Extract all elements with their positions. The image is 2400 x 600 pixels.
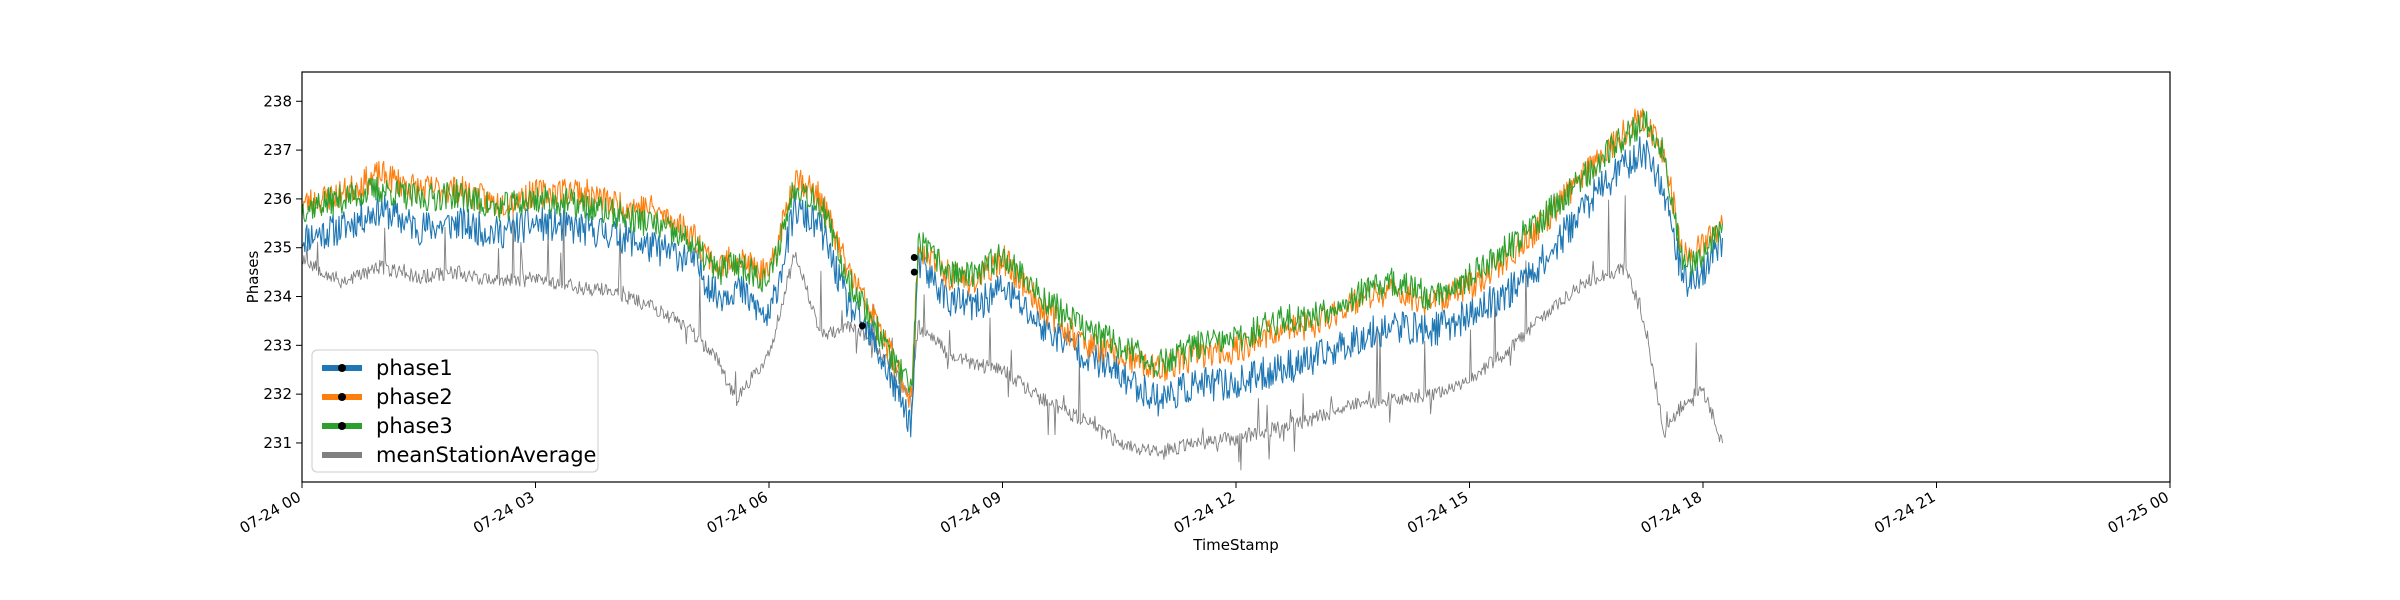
legend-marker xyxy=(338,364,346,372)
y-tick-label: 231 xyxy=(263,434,292,452)
x-axis-label: TimeStamp xyxy=(1192,536,1278,554)
x-tick-label: 07-24 03 xyxy=(470,488,537,537)
series-phase1-line xyxy=(301,136,1724,438)
y-axis: 231 232 233 234 235 236 237 238 xyxy=(263,92,302,452)
legend-marker xyxy=(338,393,346,401)
legend-label: phase3 xyxy=(376,414,453,438)
legend-marker xyxy=(338,422,346,430)
y-tick-label: 236 xyxy=(263,190,292,208)
y-tick-label: 238 xyxy=(263,92,292,110)
data-marker xyxy=(910,253,918,261)
legend-item: phase1 xyxy=(322,356,453,380)
x-tick-label: 07-24 18 xyxy=(1638,488,1705,537)
legend-box xyxy=(311,349,599,473)
legend-label: meanStationAverage xyxy=(376,443,596,467)
legend-item: phase2 xyxy=(322,385,453,409)
y-tick-label: 233 xyxy=(263,336,292,354)
legend-item: phase3 xyxy=(322,414,453,438)
y-tick-label: 237 xyxy=(263,141,292,159)
legend-label: phase1 xyxy=(376,356,453,380)
data-marker xyxy=(858,322,866,330)
legend: phase1 phase2 phase3 meanStationAverage xyxy=(311,349,599,473)
series-phase3-line xyxy=(301,110,1724,393)
y-tick-label: 234 xyxy=(263,288,292,306)
legend-item: meanStationAverage xyxy=(322,443,596,467)
x-tick-label: 07-24 15 xyxy=(1404,488,1471,537)
x-tick-label: 07-24 12 xyxy=(1171,488,1238,537)
legend-label: phase2 xyxy=(376,385,453,409)
plot-area xyxy=(301,108,1724,471)
x-tick-label: 07-25 00 xyxy=(2105,488,2172,537)
x-tick-label: 07-24 09 xyxy=(937,488,1004,537)
y-tick-label: 235 xyxy=(263,239,292,257)
data-marker xyxy=(910,268,918,276)
y-axis-label: Phases xyxy=(244,251,262,304)
x-tick-label: 07-24 21 xyxy=(1871,488,1938,537)
y-tick-label: 232 xyxy=(263,385,292,403)
series-meanStationAverage-line xyxy=(301,195,1723,471)
x-tick-label: 07-24 06 xyxy=(704,488,771,537)
x-axis: 07-24 00 07-24 03 07-24 06 07-24 09 07-24 12… xyxy=(237,482,2172,537)
series-phase2-line xyxy=(301,108,1724,408)
x-tick-label: 07-24 00 xyxy=(237,488,304,537)
